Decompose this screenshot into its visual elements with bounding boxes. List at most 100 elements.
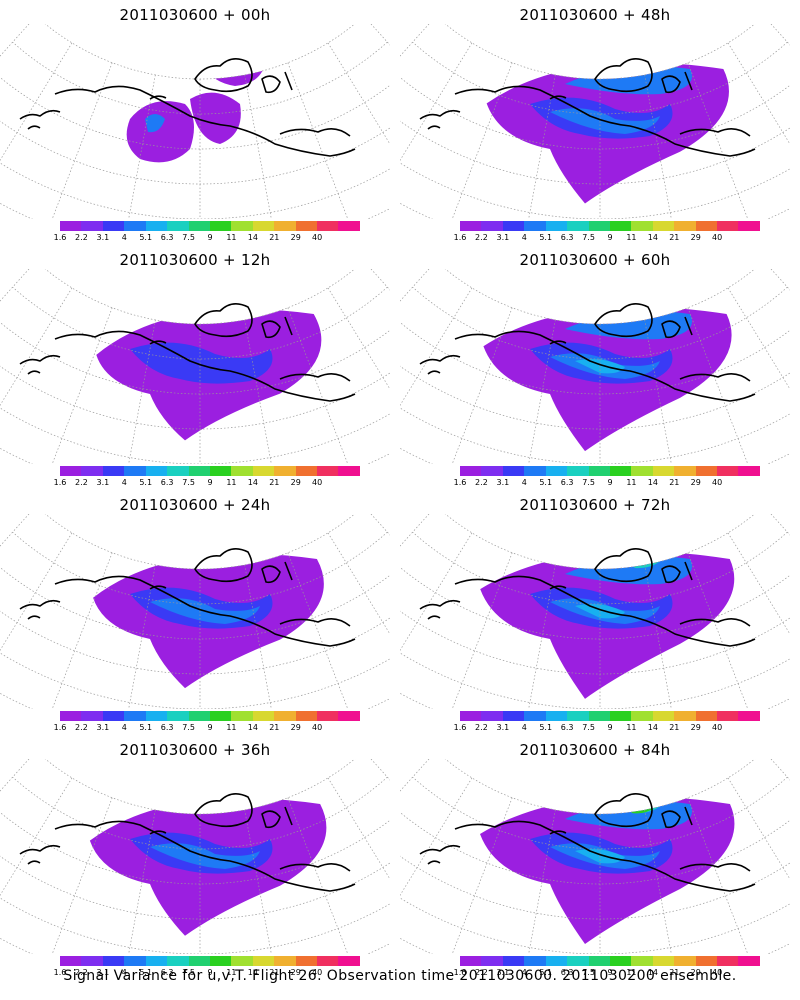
colorbar-swatch — [317, 711, 339, 721]
graticule — [400, 24, 790, 219]
graticule — [400, 269, 790, 464]
colorbar-swatch — [609, 221, 632, 231]
colorbar-tick-label: 5.1 — [139, 478, 153, 487]
colorbar-tick-label: 4 — [521, 233, 527, 242]
colorbar-swatch — [588, 221, 610, 231]
coastline — [419, 303, 756, 402]
variance-map — [400, 759, 790, 954]
colorbar-swatch — [717, 466, 739, 476]
colorbar-tick-label: 29 — [290, 723, 301, 732]
colorbar-swatch — [252, 956, 275, 966]
panel-title: 2011030600 + 48h — [519, 6, 671, 24]
colorbar-tick-label: 40 — [312, 478, 323, 487]
variance-map — [400, 269, 790, 464]
colorbar-tick-label: 40 — [312, 968, 323, 977]
colorbar-swatch — [609, 956, 632, 966]
colorbar-swatch — [295, 466, 318, 476]
colorbar-swatch — [60, 466, 82, 476]
graticule — [400, 759, 790, 954]
colorbar-swatch — [481, 466, 503, 476]
colorbar-swatch — [81, 221, 103, 231]
colorbar-tick-label: 7.5 — [182, 233, 195, 242]
colorbar-tick-label: 1.6 — [453, 968, 467, 977]
colorbar-tick-label: 3.1 — [96, 723, 110, 732]
colorbar-tick-label: 21 — [269, 968, 280, 977]
colorbar-tick-label: 1.6 — [53, 233, 67, 242]
colorbar-swatch — [124, 221, 146, 231]
variance-contour — [205, 56, 265, 86]
colorbar-swatch — [338, 466, 360, 476]
colorbar-swatch — [274, 221, 296, 231]
colorbar-swatch — [274, 466, 296, 476]
panel-title: 2011030600 + 00h — [119, 6, 271, 24]
colorbar-swatch — [695, 711, 718, 721]
colorbar: 1.6 2.2 3.1 4 5.1 6.3 7.5 9 11 14 21 29 40 — [454, 956, 760, 977]
colorbar-swatch — [674, 956, 696, 966]
colorbar-swatch — [502, 956, 525, 966]
forecast-panel: 2011030600 + 24h 1.6 2.2 3.1 4 5.1 6.3 7.5 9 11 14… — [0, 490, 390, 735]
colorbar-swatch — [102, 711, 125, 721]
colorbar-tick-label: 40 — [312, 233, 323, 242]
colorbar-tick-label: 21 — [269, 723, 280, 732]
colorbar-swatch — [295, 711, 318, 721]
colorbar-swatch — [567, 221, 589, 231]
colorbar-swatch — [652, 711, 675, 721]
colorbar: 1.6 2.2 3.1 4 5.1 6.3 7.5 9 11 14 21 29 40 — [54, 956, 360, 977]
colorbar-swatch — [231, 956, 253, 966]
colorbar-tick-label: 4 — [121, 233, 127, 242]
colorbar-tick-label: 11 — [226, 478, 237, 487]
colorbar-tick-label: 5.1 — [539, 478, 553, 487]
colorbar-swatch — [145, 956, 168, 966]
colorbar-swatch — [167, 221, 189, 231]
colorbar-tick-label: 6.3 — [560, 478, 574, 487]
panel-title: 2011030600 + 72h — [519, 496, 671, 514]
colorbar-tick-label: 2.2 — [475, 478, 488, 487]
colorbar-tick-label: 9 — [207, 233, 213, 242]
colorbar-tick-label: 11 — [626, 968, 637, 977]
colorbar-swatch — [695, 221, 718, 231]
colorbar-tick-label: 29 — [290, 233, 301, 242]
colorbar-swatch — [295, 956, 318, 966]
colorbar-swatch — [231, 466, 253, 476]
colorbar-tick-label: 4 — [521, 968, 527, 977]
coastline — [419, 58, 756, 157]
colorbar: 1.6 2.2 3.1 4 5.1 6.3 7.5 9 11 14 21 29 40 — [454, 711, 760, 732]
colorbar-tick-label: 4 — [521, 723, 527, 732]
panel-title: 2011030600 + 84h — [519, 741, 671, 759]
colorbar-swatch — [738, 466, 760, 476]
colorbar-swatch — [81, 956, 103, 966]
panel-title: 2011030600 + 24h — [119, 496, 271, 514]
colorbar-tick-label: 29 — [690, 968, 701, 977]
colorbar-tick-label: 2.2 — [75, 723, 88, 732]
colorbar-swatch — [609, 711, 632, 721]
colorbar-tick-label: 6.3 — [160, 233, 174, 242]
colorbar-tick-label: 9 — [607, 723, 613, 732]
colorbar-swatch — [60, 956, 82, 966]
colorbar-swatch — [631, 711, 653, 721]
colorbar-tick-label: 29 — [690, 723, 701, 732]
graticule — [0, 269, 390, 464]
graticule — [0, 24, 390, 219]
colorbar-swatch — [631, 956, 653, 966]
colorbar-swatch — [188, 956, 210, 966]
colorbar-swatch — [460, 466, 482, 476]
colorbar-swatch — [609, 466, 632, 476]
colorbar-swatch — [738, 711, 760, 721]
colorbar-tick-label: 6.3 — [160, 723, 174, 732]
colorbar-tick-label: 40 — [712, 968, 723, 977]
colorbar-swatch — [252, 221, 275, 231]
panel-title: 2011030600 + 12h — [119, 251, 271, 269]
colorbar-tick-label: 4 — [521, 478, 527, 487]
colorbar-tick-label: 3.1 — [96, 233, 110, 242]
colorbar-swatch — [738, 956, 760, 966]
colorbar-tick-label: 21 — [669, 233, 680, 242]
colorbar-swatch — [167, 956, 189, 966]
colorbar-swatch — [717, 711, 739, 721]
colorbar-swatch — [145, 221, 168, 231]
colorbar-tick-label: 11 — [626, 478, 637, 487]
colorbar-swatch — [652, 466, 675, 476]
colorbar-tick-label: 40 — [712, 233, 723, 242]
colorbar-swatch — [524, 221, 546, 231]
colorbar-swatch — [460, 221, 482, 231]
colorbar-swatch — [209, 466, 232, 476]
